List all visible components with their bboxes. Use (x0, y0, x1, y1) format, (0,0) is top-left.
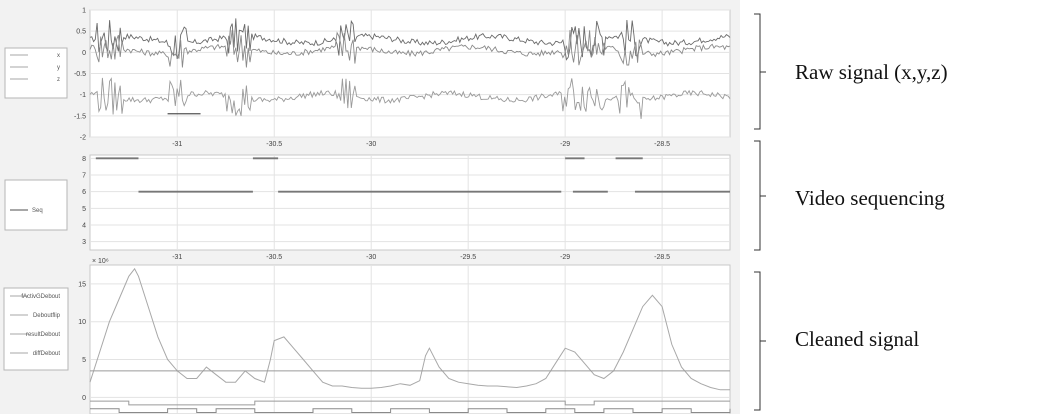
y-tick-label: -1.5 (74, 113, 86, 120)
y-tick-label: 1 (82, 8, 86, 15)
seq-plot-area (89, 154, 731, 251)
x-tick-label: -28.5 (654, 254, 670, 261)
y-tick-label: 8 (82, 156, 86, 163)
legend-label: fActivGDebout (21, 294, 60, 300)
x-tick-label: -30 (366, 141, 376, 148)
x-tick-label: -30.5 (266, 254, 282, 261)
clean-legend-box (3, 287, 69, 371)
x-tick-label: -29.5 (460, 254, 476, 261)
y-tick-label: 5 (82, 357, 86, 364)
series-line-resultDebout (90, 408, 731, 413)
seq-legend-box (4, 179, 68, 231)
legend-label: z (57, 77, 60, 83)
x-tick-label: -31 (172, 141, 182, 148)
y-tick-label: -1 (80, 92, 86, 99)
legend-layer: xyz Seq fActivGDebout Deboutflip resultDebou… (10, 53, 61, 357)
x-tick-label: -30 (366, 254, 376, 261)
y-tick-label: -2 (80, 135, 86, 142)
x-tick-label: -28.5 (654, 141, 670, 148)
video-bracket (754, 140, 766, 251)
raw-legend-box (4, 47, 68, 99)
legend-label: x (57, 53, 60, 59)
series-line-Deboutflip (90, 400, 730, 406)
legend-label: Seq (32, 208, 43, 214)
legend-label: y (57, 65, 60, 71)
x-tick-label: -30.5 (266, 141, 282, 148)
cleaned-signal-annotation: Cleaned signal (795, 327, 920, 351)
cleaned-bracket (754, 271, 766, 411)
series-line-x (89, 18, 731, 61)
x-tick-label: -29 (560, 254, 570, 261)
legend-label: Deboutflip (33, 313, 61, 319)
series-line-fActivGDebout (89, 267, 730, 391)
y-tick-label: 7 (82, 173, 86, 180)
raw-bracket (754, 13, 766, 130)
grid-layer (90, 9, 730, 414)
x-tick-label: -31 (172, 254, 182, 261)
y-tick-label: 3 (82, 239, 86, 246)
clean-plot-area (89, 264, 731, 414)
data-layer (89, 18, 731, 413)
y-tick-label: 5 (82, 206, 86, 213)
y-tick-label: -0.5 (74, 71, 86, 78)
tick-layer: -31 -30.5 -30 -29 -28.5 -2 -1.5 -1 -0.5 0 0.5 1 -31 -… (74, 8, 670, 402)
series-line-z (89, 77, 731, 119)
legend-label: diffDebout (33, 351, 61, 357)
video-sequencing-annotation: Video sequencing (795, 186, 945, 210)
y-tick-label: 0 (82, 395, 86, 402)
raw-signal-annotation: Raw signal (x,y,z) (795, 60, 948, 84)
y-tick-label: 10 (78, 319, 86, 326)
legend-label: resultDebout (26, 332, 60, 338)
y-tick-label: 4 (82, 223, 86, 230)
x-tick-label: -29 (560, 141, 570, 148)
y-scale-label: × 10⁶ (92, 258, 109, 265)
y-tick-label: 6 (82, 189, 86, 196)
y-tick-label: 0 (82, 50, 86, 57)
series-line-y (89, 29, 731, 68)
y-tick-label: 15 (78, 281, 86, 288)
y-tick-label: 0.5 (76, 29, 86, 36)
brackets (754, 13, 766, 411)
